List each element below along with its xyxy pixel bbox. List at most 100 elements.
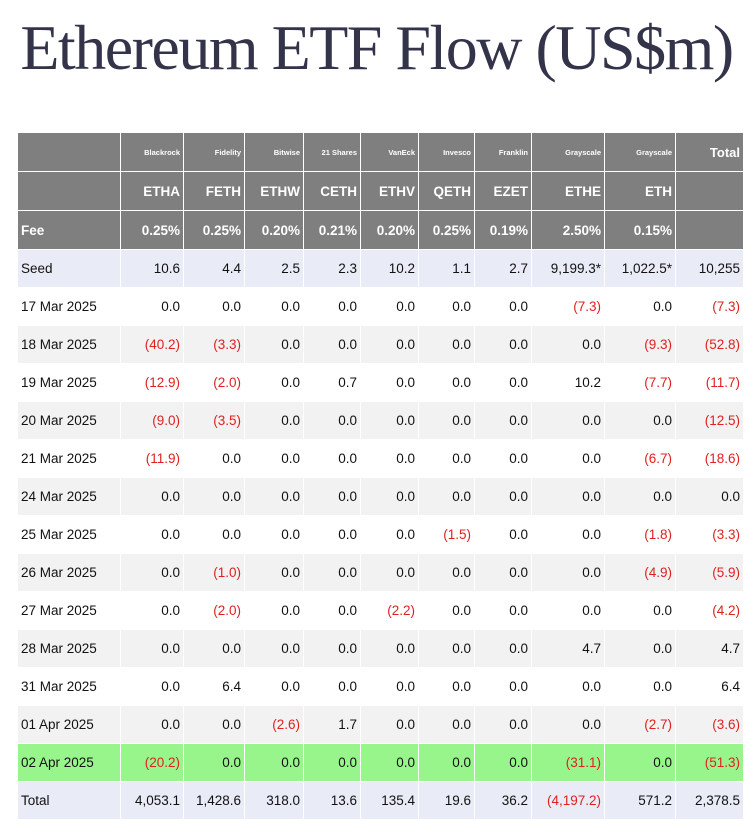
flow-cell: 2.3 <box>303 249 361 288</box>
flow-cell: 0.0 <box>531 553 605 592</box>
row-date: 25 Mar 2025 <box>17 515 121 554</box>
flow-cell: 0.0 <box>531 591 605 630</box>
table-row: 02 Apr 2025 (20.2) 0.0 0.0 0.0 0.0 0.0 0.0 (31.1… <box>17 743 744 782</box>
flow-cell: 0.0 <box>418 287 475 326</box>
row-total: (5.9) <box>675 553 744 592</box>
table-row: 17 Mar 2025 0.0 0.0 0.0 0.0 0.0 0.0 0.0 (7.3) 0.0… <box>17 287 744 326</box>
row-date: 01 Apr 2025 <box>17 705 121 744</box>
issuer-header: 21 Shares <box>303 132 361 172</box>
row-total: (11.7) <box>675 363 744 402</box>
flow-cell: 0.0 <box>244 477 304 516</box>
table-row: 31 Mar 2025 0.0 6.4 0.0 0.0 0.0 0.0 0.0 0.0 0.0 6.… <box>17 667 744 706</box>
row-total: (12.5) <box>675 401 744 440</box>
flow-cell: 0.0 <box>531 325 605 364</box>
flow-cell: 4.4 <box>183 249 245 288</box>
table-row: 18 Mar 2025 (40.2) (3.3) 0.0 0.0 0.0 0.0 0.0 0.0… <box>17 325 744 364</box>
row-total: (18.6) <box>675 439 744 478</box>
header-blank <box>675 171 744 211</box>
issuer-header: Blackrock <box>120 132 184 172</box>
fee-value: 0.25% <box>418 210 475 250</box>
flow-cell: 0.0 <box>474 743 532 782</box>
flow-cell: 19.6 <box>418 781 475 820</box>
flow-cell: (1.8) <box>604 515 676 554</box>
flow-cell: (4.9) <box>604 553 676 592</box>
fee-value: 0.19% <box>474 210 532 250</box>
table-row: 26 Mar 2025 0.0 (1.0) 0.0 0.0 0.0 0.0 0.0 0.0 (4.… <box>17 553 744 592</box>
flow-cell: 0.0 <box>303 743 361 782</box>
flow-cell: 0.0 <box>183 743 245 782</box>
flow-cell: 0.0 <box>360 439 419 478</box>
flow-cell: 0.0 <box>360 515 419 554</box>
flow-cell: 0.0 <box>360 553 419 592</box>
flow-cell: 0.0 <box>244 363 304 402</box>
header-blank <box>675 210 744 250</box>
row-date: 26 Mar 2025 <box>17 553 121 592</box>
flow-cell: 0.0 <box>360 705 419 744</box>
flow-cell: 0.0 <box>604 667 676 706</box>
flow-cell: 2.7 <box>474 249 532 288</box>
flow-cell: 0.0 <box>360 287 419 326</box>
row-date: 18 Mar 2025 <box>17 325 121 364</box>
flow-cell: 0.0 <box>531 705 605 744</box>
fee-value: 0.25% <box>120 210 184 250</box>
row-total: (52.8) <box>675 325 744 364</box>
flow-cell: 0.0 <box>474 667 532 706</box>
ticker-header: QETH <box>418 171 475 211</box>
row-total: 2,378.5 <box>675 781 744 820</box>
flow-cell: 13.6 <box>303 781 361 820</box>
flow-cell: 0.0 <box>531 439 605 478</box>
flow-cell: 0.0 <box>474 287 532 326</box>
fee-header-row: Fee 0.25% 0.25% 0.20% 0.21% 0.20% 0.25% … <box>17 210 744 250</box>
table-row: 28 Mar 2025 0.0 0.0 0.0 0.0 0.0 0.0 0.0 4.7 0.0 4.… <box>17 629 744 668</box>
ticker-header: ETHW <box>244 171 304 211</box>
flow-cell: 0.0 <box>120 553 184 592</box>
ticker-header: ETHE <box>531 171 605 211</box>
fee-value: 0.21% <box>303 210 361 250</box>
flow-cell: 0.0 <box>244 553 304 592</box>
page-title: Ethereum ETF Flow (US$m) <box>20 12 734 83</box>
flow-cell: (9.0) <box>120 401 184 440</box>
table-row: 25 Mar 2025 0.0 0.0 0.0 0.0 0.0 (1.5) 0.0 0.0 (1.… <box>17 515 744 554</box>
flow-cell: 1.1 <box>418 249 475 288</box>
row-date: 31 Mar 2025 <box>17 667 121 706</box>
flow-cell: 0.0 <box>474 515 532 554</box>
ticker-header: EZET <box>474 171 532 211</box>
table-row: 21 Mar 2025 (11.9) 0.0 0.0 0.0 0.0 0.0 0.0 0.0 (6… <box>17 439 744 478</box>
flow-cell: 0.0 <box>418 363 475 402</box>
flow-cell: 0.0 <box>244 743 304 782</box>
row-date: 28 Mar 2025 <box>17 629 121 668</box>
table-row: 20 Mar 2025 (9.0) (3.5) 0.0 0.0 0.0 0.0 0.0 0.0 0… <box>17 401 744 440</box>
flow-cell: 9,199.3* <box>531 249 605 288</box>
flow-cell: (7.7) <box>604 363 676 402</box>
ticker-header: ETHA <box>120 171 184 211</box>
flow-cell: 0.0 <box>244 439 304 478</box>
issuer-header-row: Blackrock Fidelity Bitwise 21 Shares Van… <box>17 132 744 172</box>
flow-cell: 0.0 <box>418 629 475 668</box>
flow-cell: 0.0 <box>303 477 361 516</box>
flow-cell: 0.0 <box>120 667 184 706</box>
flow-cell: 0.0 <box>244 591 304 630</box>
issuer-header: Grayscale <box>604 132 676 172</box>
row-date: 20 Mar 2025 <box>17 401 121 440</box>
flow-cell: 0.0 <box>244 287 304 326</box>
flow-cell: 6.4 <box>183 667 245 706</box>
issuer-header: Fidelity <box>183 132 245 172</box>
flow-cell: 0.0 <box>183 629 245 668</box>
flow-cell: (2.6) <box>244 705 304 744</box>
flow-cell: 0.0 <box>303 553 361 592</box>
row-date: 21 Mar 2025 <box>17 439 121 478</box>
flow-cell: 0.0 <box>474 477 532 516</box>
flow-cell: 0.0 <box>120 705 184 744</box>
flow-cell: (2.7) <box>604 705 676 744</box>
flow-cell: (1.5) <box>418 515 475 554</box>
row-total: 0.0 <box>675 477 744 516</box>
row-date: 24 Mar 2025 <box>17 477 121 516</box>
issuer-header: Bitwise <box>244 132 304 172</box>
fee-value: 0.20% <box>244 210 304 250</box>
total-row: Total 4,053.1 1,428.6 318.0 13.6 135.4 19.6 36.… <box>17 781 744 820</box>
flow-cell: 0.0 <box>303 629 361 668</box>
flow-cell: 0.0 <box>360 401 419 440</box>
flow-cell: (40.2) <box>120 325 184 364</box>
flow-cell: 0.0 <box>360 325 419 364</box>
flow-cell: 0.0 <box>244 515 304 554</box>
